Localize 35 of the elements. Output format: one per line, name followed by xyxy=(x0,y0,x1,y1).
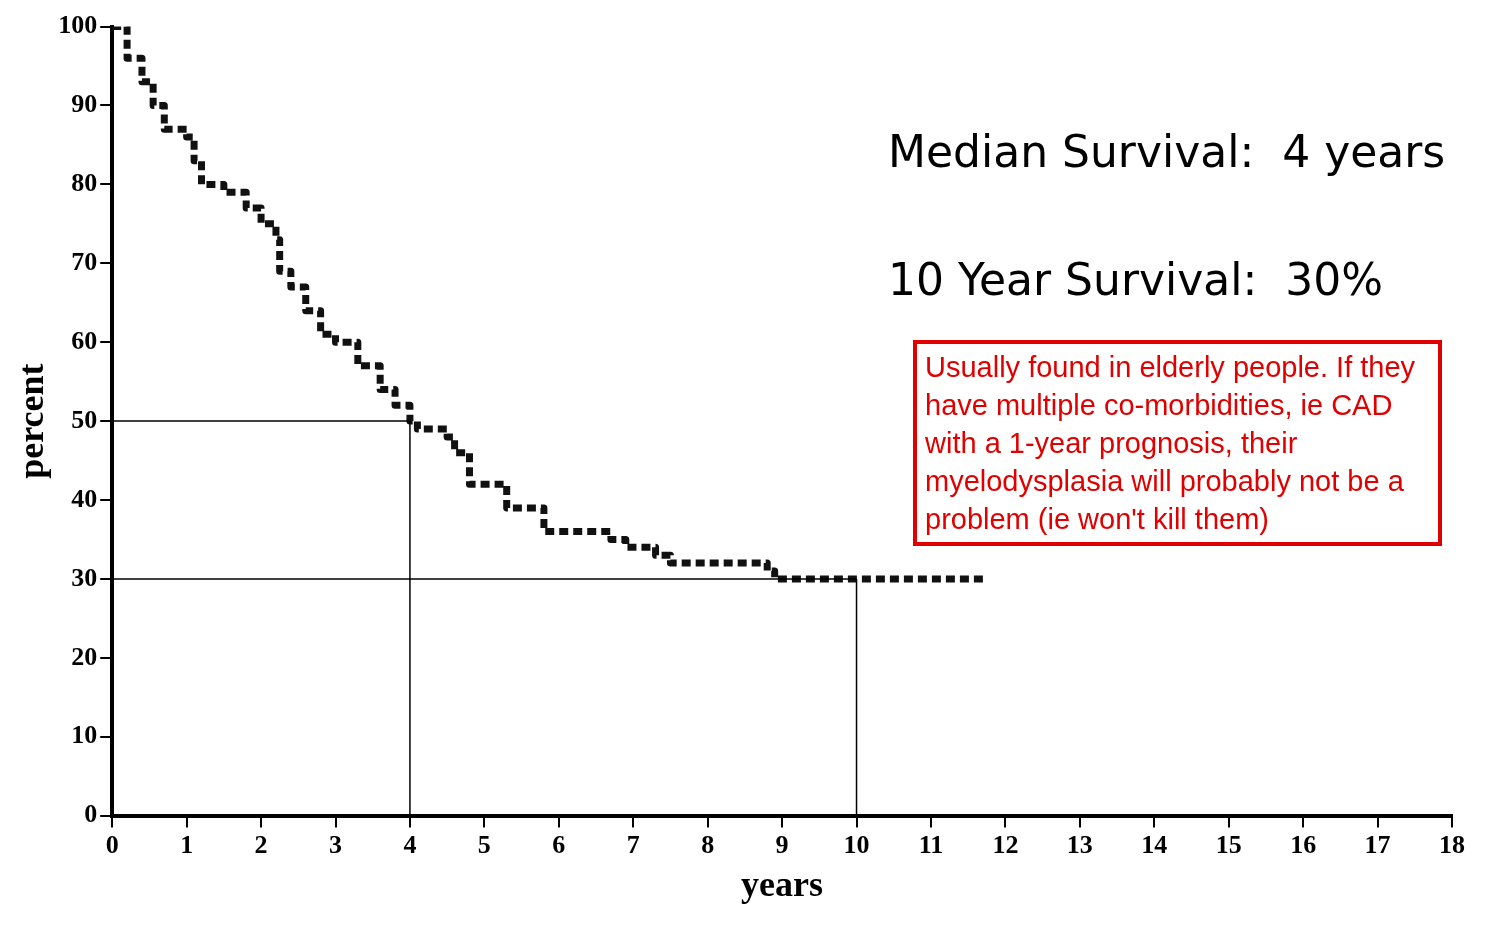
x-tick-label: 7 xyxy=(626,829,640,859)
y-tick-label: 0 xyxy=(84,799,98,829)
x-tick-label: 5 xyxy=(477,829,491,859)
x-tick-label: 2 xyxy=(254,829,268,859)
x-tick-label: 15 xyxy=(1215,829,1242,859)
annotation: 10 Year Survival: 30% xyxy=(888,254,1384,305)
y-tick-label: 10 xyxy=(71,720,98,750)
x-tick-label: 18 xyxy=(1439,829,1465,859)
y-tick-label: 90 xyxy=(71,89,98,119)
x-tick-label: 16 xyxy=(1290,829,1317,859)
y-tick-label: 70 xyxy=(71,247,98,277)
x-tick-label: 13 xyxy=(1066,829,1093,859)
x-tick-label: 11 xyxy=(918,829,944,859)
y-tick-label: 50 xyxy=(71,404,98,434)
y-tick-label: 40 xyxy=(71,483,98,513)
x-tick-label: 3 xyxy=(329,829,342,859)
y-tick-label: 60 xyxy=(71,325,98,355)
x-tick-label: 8 xyxy=(701,829,715,859)
annotation: Usually found in elderly people. If they have multiple co-morbidities, ie CAD with a 1-year prognosis, their myelodysplasia will probably not be a problem (ie won't kill them) xyxy=(913,340,1442,546)
x-tick-label: 0 xyxy=(105,829,119,859)
x-tick-label: 4 xyxy=(403,829,417,859)
x-tick-label: 17 xyxy=(1364,829,1391,859)
x-tick-label: 6 xyxy=(552,829,566,859)
x-tick-label: 9 xyxy=(775,829,789,859)
y-tick-label: 100 xyxy=(58,10,98,40)
y-tick-label: 30 xyxy=(71,562,98,592)
x-tick-label: 12 xyxy=(992,829,1019,859)
y-axis-title: percent xyxy=(10,363,51,479)
x-axis-title: years xyxy=(741,863,824,904)
y-tick-label: 20 xyxy=(71,641,98,671)
x-tick-label: 1 xyxy=(180,829,194,859)
y-tick-label: 80 xyxy=(71,168,98,198)
annotation: Median Survival: 4 years xyxy=(888,126,1446,177)
x-tick-label: 14 xyxy=(1141,829,1168,859)
x-tick-label: 10 xyxy=(843,829,870,859)
